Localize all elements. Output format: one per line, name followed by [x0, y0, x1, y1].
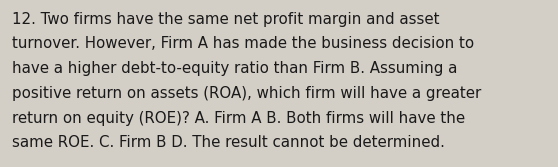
Text: return on equity (ROE)? A. Firm A B. Both firms will have the: return on equity (ROE)? A. Firm A B. Bot… [12, 111, 465, 126]
Text: same ROE. C. Firm B D. The result cannot be determined.: same ROE. C. Firm B D. The result cannot… [12, 135, 445, 150]
Text: turnover. However, Firm A has made the business decision to: turnover. However, Firm A has made the b… [12, 36, 474, 51]
Text: positive return on assets (ROA), which firm will have a greater: positive return on assets (ROA), which f… [12, 86, 482, 101]
Text: 12. Two firms have the same net profit margin and asset: 12. Two firms have the same net profit m… [12, 12, 440, 27]
Text: have a higher debt-to-equity ratio than Firm B. Assuming a: have a higher debt-to-equity ratio than … [12, 61, 458, 76]
